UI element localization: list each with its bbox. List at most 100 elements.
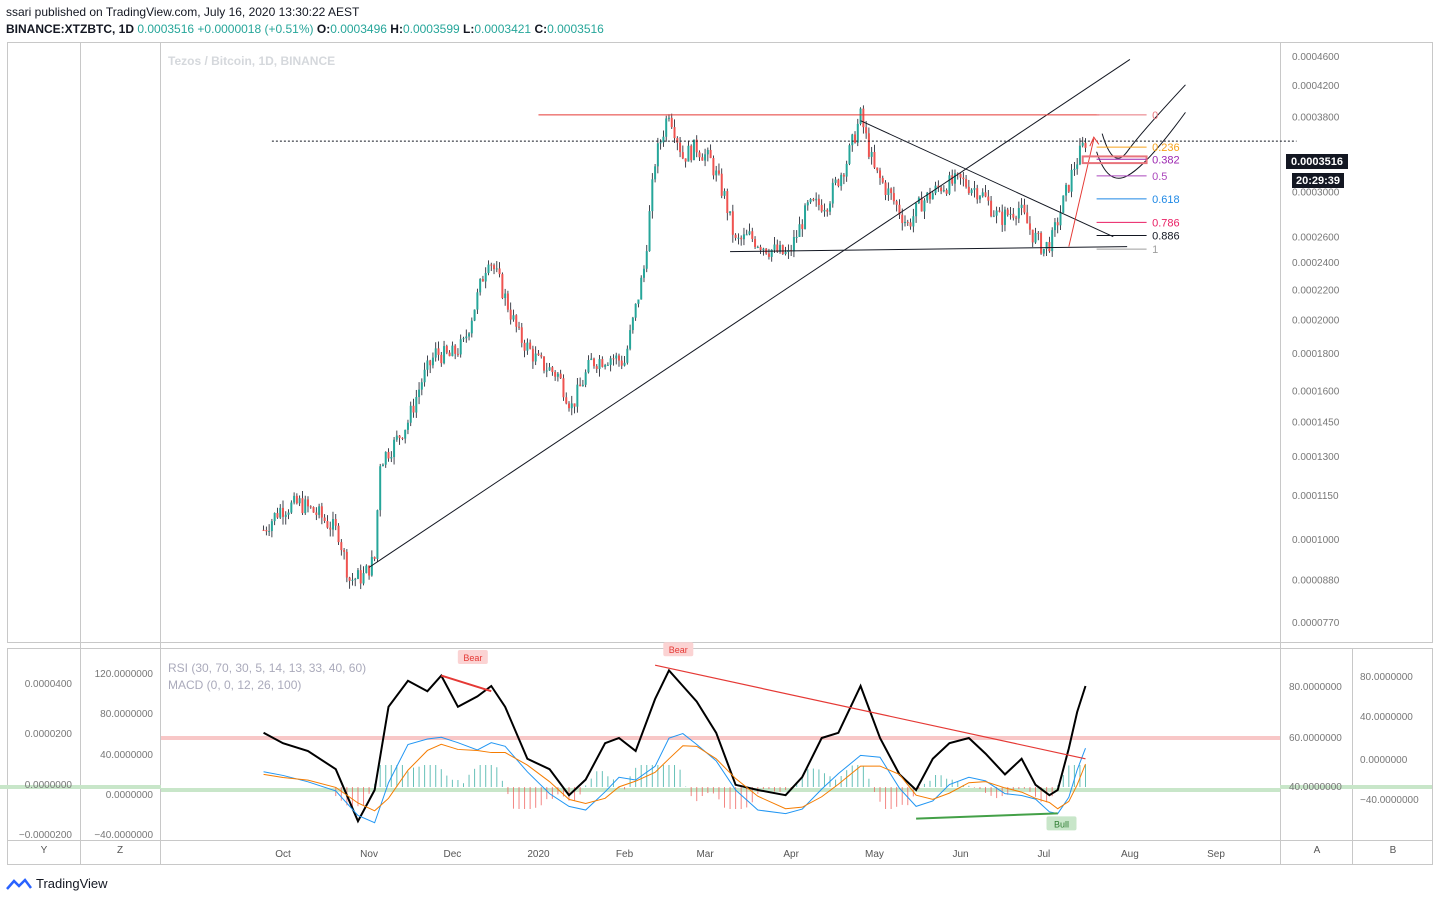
candle-body-130 [623,362,626,366]
symbol-label[interactable]: BINANCE:XTZBTC, 1D [6,22,134,36]
candlesticks [262,105,1087,590]
candle-body-129 [620,360,623,366]
fib-label-3: 0.5 [1152,171,1167,183]
candle-body-287 [1059,212,1062,226]
candle-body-212 [851,134,854,146]
candle-body-285 [1053,222,1056,231]
candle-body-46 [390,457,393,459]
candle-body-260 [984,192,987,197]
candle-body-84 [495,268,498,270]
candle-body-243 [937,185,940,188]
close-value: 0.0003516 [547,22,604,36]
candle-body-132 [629,330,632,349]
axis-button-a[interactable]: A [1313,845,1321,856]
candle-body-146 [667,117,670,119]
candle-body-15 [304,499,307,514]
candle-body-79 [481,278,484,282]
price-axis[interactable]: 0.0004600 0.0004200 0.0003800 0.0003000 0.00… [1292,52,1340,629]
candle-body-266 [1001,211,1004,225]
candle-body-254 [967,186,970,194]
candle-body-160 [706,149,709,155]
candle-body-33 [354,578,357,580]
candle-body-137 [642,268,645,278]
candle-body-288 [1062,195,1065,213]
candle-body-295 [1081,142,1084,146]
time-axis[interactable]: Oct Nov Dec 2020 Feb Mar Apr May Jun Jul Aug Sep [275,849,1225,860]
candle-body-25 [331,519,334,530]
last-price-tag [1286,154,1348,169]
candle-body-6 [279,507,282,518]
candle-body-202 [823,209,826,212]
candle-body-62 [434,348,437,358]
candle-body-34 [356,570,359,579]
time-axis-label-1: Nov [360,849,378,860]
bear-tag-1-text: Bear [463,653,482,663]
candle-body-94 [523,342,526,351]
candle-body-192 [795,236,798,238]
candle-body-185 [776,244,779,252]
candle-body-36 [362,573,365,584]
candle-body-66 [445,346,448,353]
price-axis-tick-10: 0.0001450 [1292,418,1340,429]
candle-body-123 [604,365,607,367]
candle-body-186 [779,245,782,252]
candle-body-225 [887,188,890,195]
candle-body-170 [734,234,737,238]
axis-button-y[interactable]: Y [40,845,48,856]
candle-body-100 [540,355,543,357]
candle-body-35 [359,570,362,584]
candle-body-294 [1078,145,1081,165]
candle-body-249 [953,173,956,184]
candle-body-147 [670,117,673,128]
open-value: 0.0003496 [330,22,387,36]
candle-body-239 [926,192,929,201]
mid-axis-tick-1: 80.0000000 [100,709,153,720]
axis-button-b[interactable]: B [1389,845,1397,856]
time-axis-label-3: 2020 [527,849,550,860]
candle-body-178 [756,246,759,248]
low-label: L: [463,22,475,36]
price-axis-tick-6: 0.0002200 [1292,286,1340,297]
far-axis-tick-2: 0.0000000 [1360,755,1408,766]
signal-line [263,743,1086,812]
candle-body-156 [695,139,698,153]
candle-body-176 [751,231,754,240]
candle-body-91 [515,315,518,327]
candle-body-9 [287,512,290,515]
publish-info: ssari published on TradingView.com, July… [6,5,360,19]
candle-body-263 [992,215,995,217]
candle-body-68 [451,345,454,357]
candle-body-195 [804,205,807,230]
candle-body-268 [1006,209,1009,215]
candle-body-296 [1084,142,1087,148]
candle-body-103 [548,367,551,371]
countdown-tag [1292,173,1344,188]
projection-curve-upper [1101,84,1186,159]
candle-body-37 [365,565,368,574]
axis-button-z[interactable]: Z [116,845,124,856]
price-axis-tick-5: 0.0002400 [1292,258,1340,269]
candle-body-120 [595,366,598,370]
candle-body-30 [345,551,348,578]
candle-body-53 [409,405,412,423]
left-axis-tick-0: 0.0000400 [25,679,73,690]
candle-body-122 [601,359,604,367]
candle-body-179 [759,246,762,251]
time-axis-label-11: Sep [1207,849,1225,860]
candle-body-121 [598,359,601,370]
candle-body-161 [709,149,712,159]
candle-body-27 [337,525,340,543]
candle-body-5 [276,513,279,518]
candle-body-69 [454,345,457,354]
candle-body-135 [637,299,640,304]
tradingview-footer[interactable]: TradingView [6,876,108,891]
price-axis-tick-12: 0.0001150 [1292,491,1339,502]
mid-axis-tick-2: 40.0000000 [100,750,153,761]
candle-body-248 [951,175,954,184]
candle-body-163 [715,170,718,176]
candle-body-3 [270,521,273,532]
countdown-tag-text: 20:29:39 [1296,175,1340,187]
candle-body-159 [704,154,707,161]
